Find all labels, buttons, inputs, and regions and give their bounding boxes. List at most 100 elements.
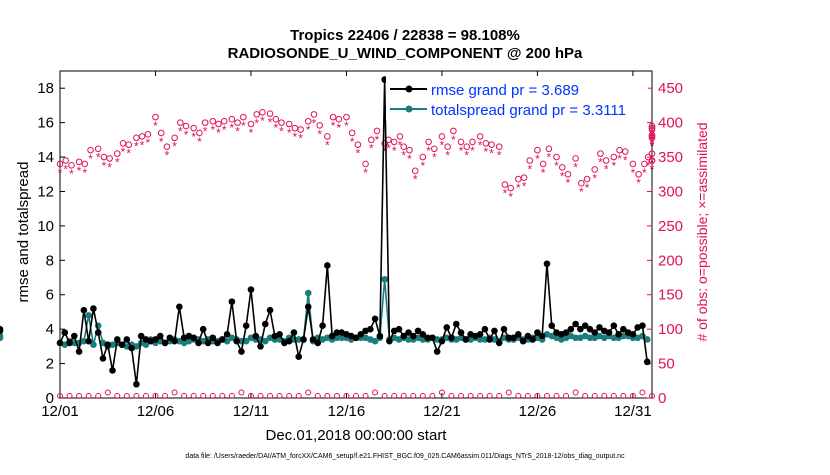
obs-possible-point [501, 181, 509, 188]
footnote: data file: /Users/raeder/DAI/ATM_forcXX/… [185, 453, 625, 460]
rmse-point [238, 348, 245, 355]
obs-possible-point [94, 145, 102, 153]
rmse-point [171, 337, 178, 345]
obs-possible-point [406, 146, 413, 154]
spread-point [610, 334, 618, 342]
obs-assimilated-point: * [287, 126, 292, 140]
rmse-point [199, 325, 207, 333]
rmse-point [605, 329, 613, 336]
rmse-point [596, 324, 603, 331]
obs-low-point [152, 392, 159, 399]
legend-box [386, 76, 648, 120]
legend-marker-spread [405, 105, 413, 113]
obs-possible-point [545, 145, 553, 153]
obs-low-point [353, 392, 359, 399]
obs-low-point [515, 392, 522, 399]
obs-low-point [257, 392, 264, 399]
obs-assimilated-point: * [107, 160, 112, 174]
obs-low-point [95, 392, 102, 399]
obs-possible-point [476, 133, 484, 140]
chart-title: Tropics 22406 / 22838 = 98.108% [290, 27, 520, 44]
obs-possible-point [444, 143, 451, 151]
obs-possible-point [621, 148, 629, 155]
obs-possible-point [438, 133, 446, 140]
rmse-point [476, 331, 484, 338]
rmse-point [209, 334, 217, 342]
obs-possible-point [463, 143, 471, 151]
obs-low-point [639, 389, 646, 396]
obs-assimilated-point: * [115, 155, 120, 169]
obs-assimilated-point: * [573, 160, 578, 174]
obs-possible-point [247, 120, 255, 128]
rmse-point [543, 260, 551, 268]
rmse-point [223, 331, 231, 338]
obs-assimilated-point: * [121, 145, 126, 159]
obs-possible-point [648, 150, 656, 157]
rmse-point [639, 322, 646, 330]
obs-assimilated-point: * [386, 142, 391, 156]
obs-possible-point [87, 146, 94, 154]
obs-possible-point [215, 120, 222, 128]
rmse-point [228, 298, 236, 305]
rmse-point [0, 327, 4, 335]
obs-possible-point [396, 133, 404, 140]
spread-point [586, 334, 594, 342]
obs-assimilated-point: * [325, 138, 330, 152]
obs-assimilated-point: * [197, 135, 202, 149]
obs-assimilated-point: * [134, 140, 139, 154]
obs-assimilated-point: * [249, 126, 254, 140]
obs-possible-point [228, 115, 236, 123]
obs-assimilated-point: * [312, 116, 317, 130]
rmse-point [643, 358, 651, 366]
rmse-point [538, 332, 546, 340]
rmse-point [190, 334, 197, 342]
obs-possible-point [329, 113, 337, 121]
obs-low-point [171, 389, 178, 396]
rmse-point [319, 322, 326, 330]
rmse-point [242, 322, 250, 330]
rmse-point [577, 325, 584, 333]
obs-assimilated-point: * [203, 125, 208, 139]
obs-assimilated-point: * [235, 125, 240, 139]
obs-assimilated-point: * [592, 171, 597, 185]
rmse-point [419, 331, 427, 338]
obs-assimilated-point: * [413, 173, 418, 187]
obs-assimilated-point: * [650, 140, 655, 154]
obs-assimilated-point: * [611, 159, 616, 173]
rmse-point [219, 336, 226, 343]
obs-low-point [610, 392, 617, 399]
obs-assimilated-point: * [464, 149, 469, 163]
obs-possible-point [348, 129, 356, 137]
rmse-point [233, 337, 240, 345]
obs-low-point [324, 392, 331, 399]
rmse-point [429, 334, 436, 342]
rmse-point [113, 336, 121, 343]
obs-possible-point [75, 158, 83, 166]
obs-low-point [123, 392, 130, 399]
y2-tick-label: 450 [658, 80, 683, 97]
obs-low-point [505, 389, 512, 396]
obs-assimilated-point: * [191, 130, 196, 144]
rmse-point [252, 332, 260, 340]
rmse-point [314, 339, 322, 347]
obs-assimilated-point: * [69, 167, 74, 181]
obs-possible-point [220, 117, 228, 125]
obs-possible-point [343, 113, 350, 121]
obs-possible-point [266, 110, 274, 117]
obs-low-point [276, 392, 283, 399]
obs-low-point [333, 392, 340, 399]
obs-possible-point [578, 179, 585, 187]
obs-low-point [305, 389, 312, 396]
obs-possible-point [152, 113, 159, 121]
obs-assimilated-point: * [375, 133, 380, 147]
obs-possible-point [278, 119, 285, 126]
obs-assimilated-point: * [484, 145, 489, 159]
rmse-point [414, 327, 422, 335]
rmse-point [500, 325, 508, 333]
x-tick-label: 12/01 [41, 403, 79, 420]
obs-assimilated-point: * [260, 114, 265, 128]
spread-point [80, 337, 88, 345]
obs-possible-point [177, 119, 184, 126]
obs-assimilated-point: * [77, 164, 82, 178]
obs-possible-point [648, 131, 656, 139]
